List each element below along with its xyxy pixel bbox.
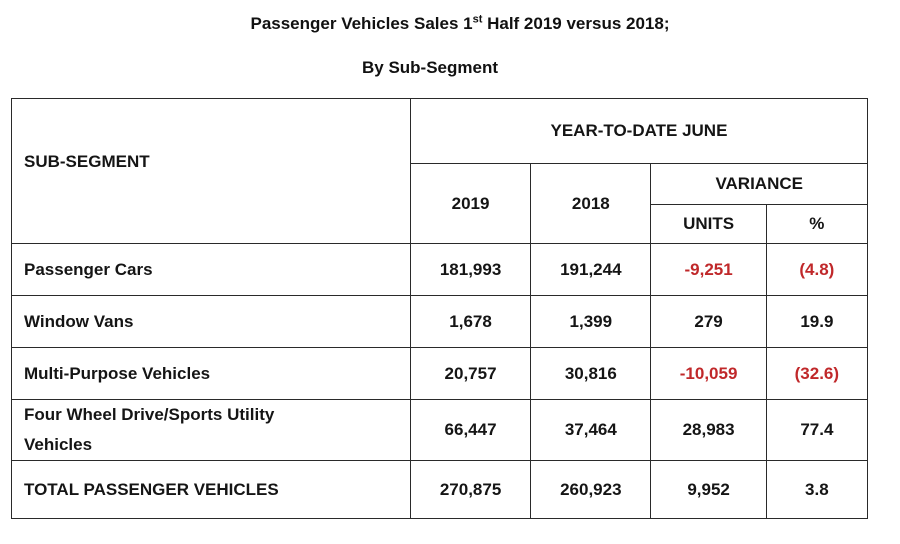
title-superscript: st — [472, 13, 483, 26]
cell-2019: 66,447 — [409, 399, 532, 461]
cell-variance-units: -10,059 — [650, 347, 767, 400]
cell-segment: TOTAL PASSENGER VEHICLES — [11, 460, 411, 519]
header-units: UNITS — [650, 204, 767, 244]
cell-variance-percent: 77.4 — [765, 399, 869, 461]
sales-table: SUB-SEGMENT YEAR-TO-DATE JUNE 2019 2018 … — [11, 98, 869, 519]
cell-2019: 20,757 — [409, 347, 532, 400]
header-2019: 2019 — [409, 163, 532, 244]
cell-segment: Passenger Cars — [11, 243, 411, 296]
document-subtitle: By Sub-Segment — [361, 58, 499, 77]
cell-variance-units: -9,251 — [650, 243, 767, 296]
header-ytd-june: YEAR-TO-DATE JUNE — [409, 98, 869, 164]
cell-2019: 181,993 — [409, 243, 532, 296]
cell-variance-units: 28,983 — [650, 399, 767, 461]
cell-variance-percent: (32.6) — [765, 347, 869, 400]
header-percent: % — [765, 204, 869, 244]
cell-2019: 270,875 — [409, 460, 532, 519]
table-row: Passenger Cars 181,993 191,244 -9,251 (4… — [11, 243, 869, 296]
cell-variance-units: 279 — [650, 295, 767, 348]
table-row: Window Vans 1,678 1,399 279 19.9 — [11, 295, 869, 348]
cell-variance-percent: 3.8 — [765, 460, 869, 519]
cell-variance-percent: 19.9 — [765, 295, 869, 348]
cell-variance-percent: (4.8) — [765, 243, 869, 296]
cell-variance-units: 9,952 — [650, 460, 767, 519]
header-variance: VARIANCE — [650, 163, 868, 205]
cell-2019: 1,678 — [409, 295, 532, 348]
title-text-pre: Passenger Vehicles Sales 1 — [250, 14, 473, 33]
cell-segment: Multi-Purpose Vehicles — [11, 347, 411, 400]
table-row-total: TOTAL PASSENGER VEHICLES 270,875 260,923… — [11, 460, 869, 519]
table-row: Four Wheel Drive/Sports Utility Vehicles… — [11, 399, 869, 461]
header-row-variance: UNITS % — [12, 204, 869, 244]
header-sub-segment: SUB-SEGMENT — [11, 98, 411, 244]
title-text-post: Half 2019 versus 2018; — [482, 14, 670, 33]
cell-2018: 37,464 — [530, 399, 652, 461]
header-2018: 2018 — [530, 163, 652, 244]
cell-2018: 30,816 — [530, 347, 652, 400]
table-row: Multi-Purpose Vehicles 20,757 30,816 -10… — [11, 347, 869, 400]
header-row-years: 2019 2018 VARIANCE — [12, 163, 868, 244]
cell-segment: Four Wheel Drive/Sports Utility Vehicles — [11, 399, 411, 461]
cell-2018: 1,399 — [530, 295, 652, 348]
header-row-ytd: SUB-SEGMENT YEAR-TO-DATE JUNE — [11, 98, 869, 244]
cell-segment: Window Vans — [11, 295, 411, 348]
cell-2018: 191,244 — [530, 243, 652, 296]
cell-2018: 260,923 — [530, 460, 652, 519]
document-title: Passenger Vehicles Sales 1st Half 2019 v… — [10, 14, 900, 34]
